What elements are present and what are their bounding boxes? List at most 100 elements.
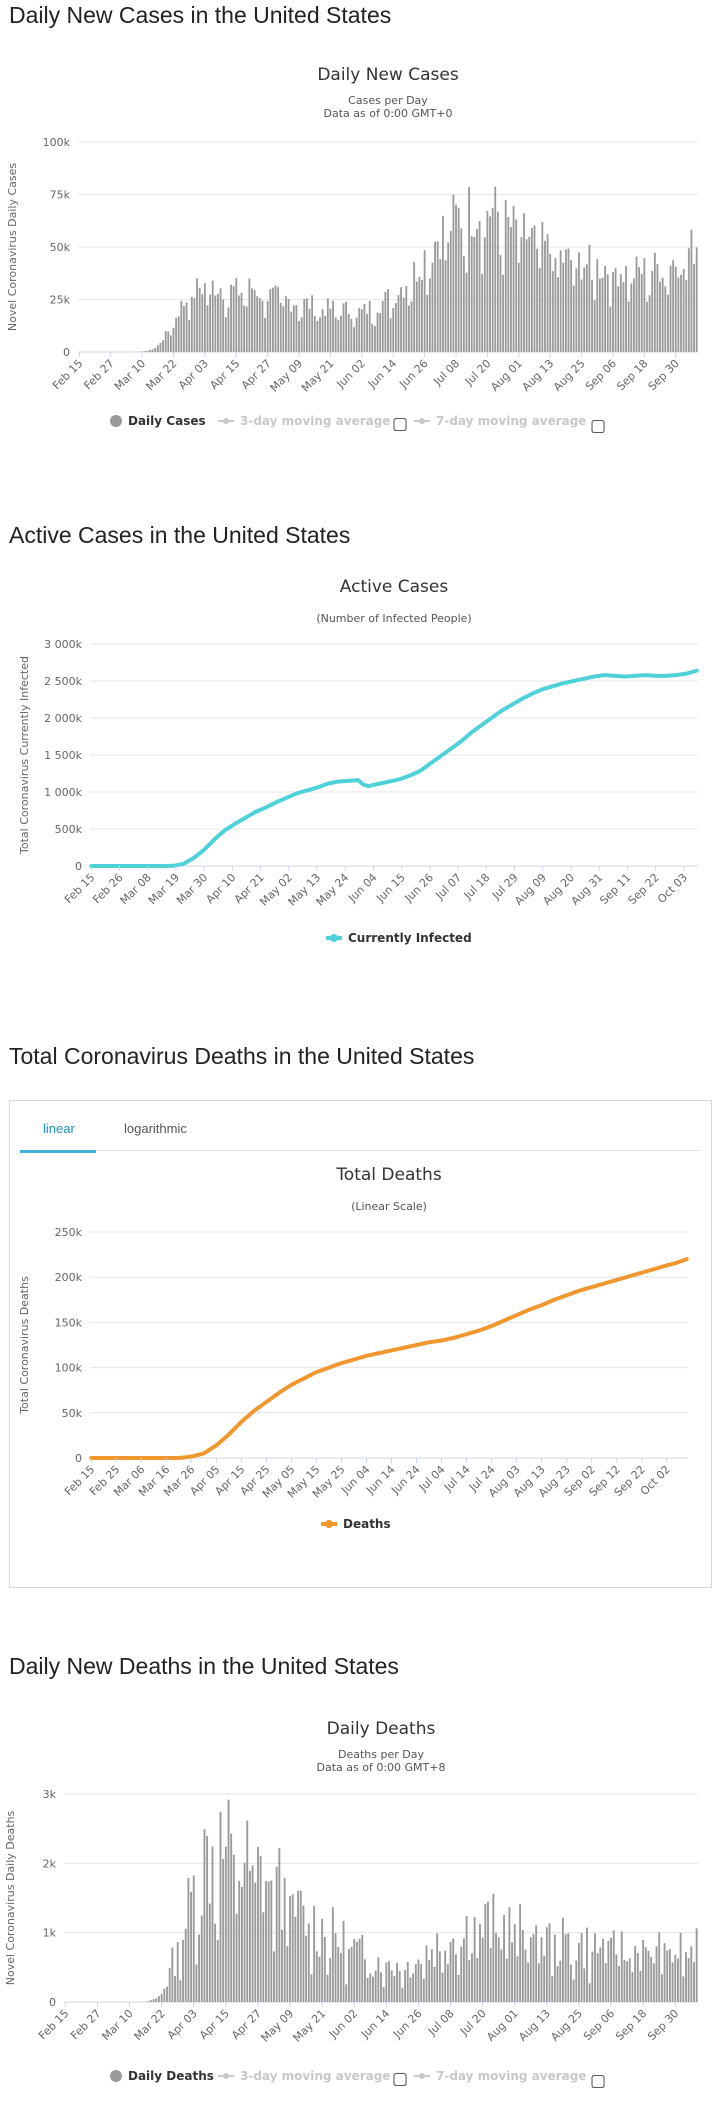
- bar: [473, 1917, 476, 2002]
- x-tick-label: Feb 15: [62, 871, 97, 906]
- bar: [364, 1959, 366, 2002]
- tab-linear[interactable]: linear: [43, 1121, 75, 1136]
- x-tick-label: Jun 26: [390, 2007, 424, 2041]
- bar: [693, 1962, 695, 2002]
- bar: [390, 1970, 393, 2002]
- bar: [575, 268, 578, 352]
- bar: [389, 318, 392, 352]
- bar: [273, 1951, 275, 2002]
- x-tick-label: Aug 25: [548, 2007, 585, 2044]
- bar: [652, 1963, 655, 2002]
- bar: [663, 1943, 666, 2002]
- bar: [492, 1893, 495, 2002]
- legend-label: 3-day moving average: [240, 2069, 390, 2083]
- bar: [426, 295, 429, 352]
- bar: [619, 274, 622, 352]
- bar: [545, 1927, 548, 2002]
- bar: [468, 1960, 471, 2002]
- bar: [598, 278, 601, 352]
- bar: [588, 244, 591, 352]
- bar: [262, 1912, 265, 2002]
- bar: [414, 1964, 417, 2002]
- bar: [682, 268, 685, 352]
- bar: [648, 295, 651, 352]
- bar: [479, 1923, 481, 2002]
- bar: [505, 1958, 508, 2002]
- bar: [155, 1998, 158, 2002]
- bar: [444, 1950, 447, 2002]
- bar: [384, 291, 387, 352]
- bar: [398, 1971, 401, 2002]
- bar: [261, 301, 264, 352]
- bar: [614, 268, 617, 352]
- bar: [253, 290, 256, 352]
- bar: [265, 1881, 267, 2002]
- legend-label: Deaths: [343, 1517, 391, 1531]
- chart-subtitle: Data as of 0:00 GMT+8: [317, 1761, 446, 1774]
- bar: [374, 326, 376, 352]
- tab-logarithmic[interactable]: logarithmic: [124, 1121, 187, 1136]
- bar: [379, 313, 382, 352]
- section-title-total-deaths: Total Coronavirus Deaths in the United S…: [9, 1043, 475, 1069]
- bar: [246, 1820, 249, 2002]
- bar: [462, 1938, 465, 2002]
- bar: [267, 1881, 270, 2002]
- bar: [638, 267, 641, 352]
- bar: [217, 293, 219, 352]
- bar: [334, 317, 337, 352]
- bar: [452, 194, 455, 352]
- bar: [495, 1933, 497, 2002]
- bar: [404, 1969, 407, 2002]
- x-tick-label: Jul 04: [416, 1463, 448, 1495]
- x-tick-label: Jun 15: [373, 871, 407, 905]
- y-tick-label: 3k: [43, 1788, 57, 1801]
- bar: [583, 267, 586, 352]
- bar: [363, 303, 366, 352]
- bar: [292, 305, 295, 352]
- x-tick-label: Feb 27: [81, 357, 116, 392]
- bar: [285, 296, 287, 352]
- bar: [591, 1951, 594, 2002]
- bar: [530, 227, 533, 352]
- bar: [635, 256, 638, 352]
- bar: [625, 265, 627, 352]
- bar: [511, 1942, 514, 2002]
- bar: [289, 1895, 291, 2002]
- bar: [627, 301, 630, 352]
- bar: [369, 1973, 372, 2002]
- bar: [315, 1951, 318, 2002]
- x-tick-label: Mar 10: [99, 2007, 135, 2043]
- x-tick-label: Sep 06: [581, 2007, 617, 2043]
- bar: [224, 1846, 227, 2002]
- bar: [190, 296, 193, 352]
- bar: [564, 249, 567, 352]
- bar: [240, 292, 243, 352]
- legend-marker: [330, 934, 338, 942]
- bar: [512, 205, 515, 352]
- checkbox-7day: ▢: [590, 416, 606, 436]
- y-tick-label: 1 500k: [44, 749, 82, 762]
- bar: [380, 1972, 382, 2002]
- bar: [617, 286, 620, 352]
- bar: [366, 314, 368, 352]
- bar: [230, 1833, 233, 2002]
- bar: [297, 1890, 300, 2002]
- bar: [659, 281, 661, 352]
- bar: [198, 287, 201, 352]
- x-tick-label: Jul 18: [461, 871, 493, 903]
- x-tick-label: Sep 06: [583, 357, 619, 393]
- bar: [326, 298, 329, 352]
- bar: [190, 1891, 192, 2002]
- bar: [238, 1880, 241, 2002]
- bar: [544, 240, 546, 352]
- bar: [232, 1854, 235, 2002]
- y-tick-label: 0: [75, 860, 82, 873]
- bar: [470, 236, 473, 352]
- bar: [596, 1953, 599, 2002]
- bar: [321, 309, 324, 352]
- bar: [180, 300, 183, 352]
- bar: [168, 1967, 171, 2002]
- bar: [524, 1949, 527, 2002]
- x-tick-label: Jun 14: [358, 2007, 392, 2041]
- bar: [455, 204, 457, 352]
